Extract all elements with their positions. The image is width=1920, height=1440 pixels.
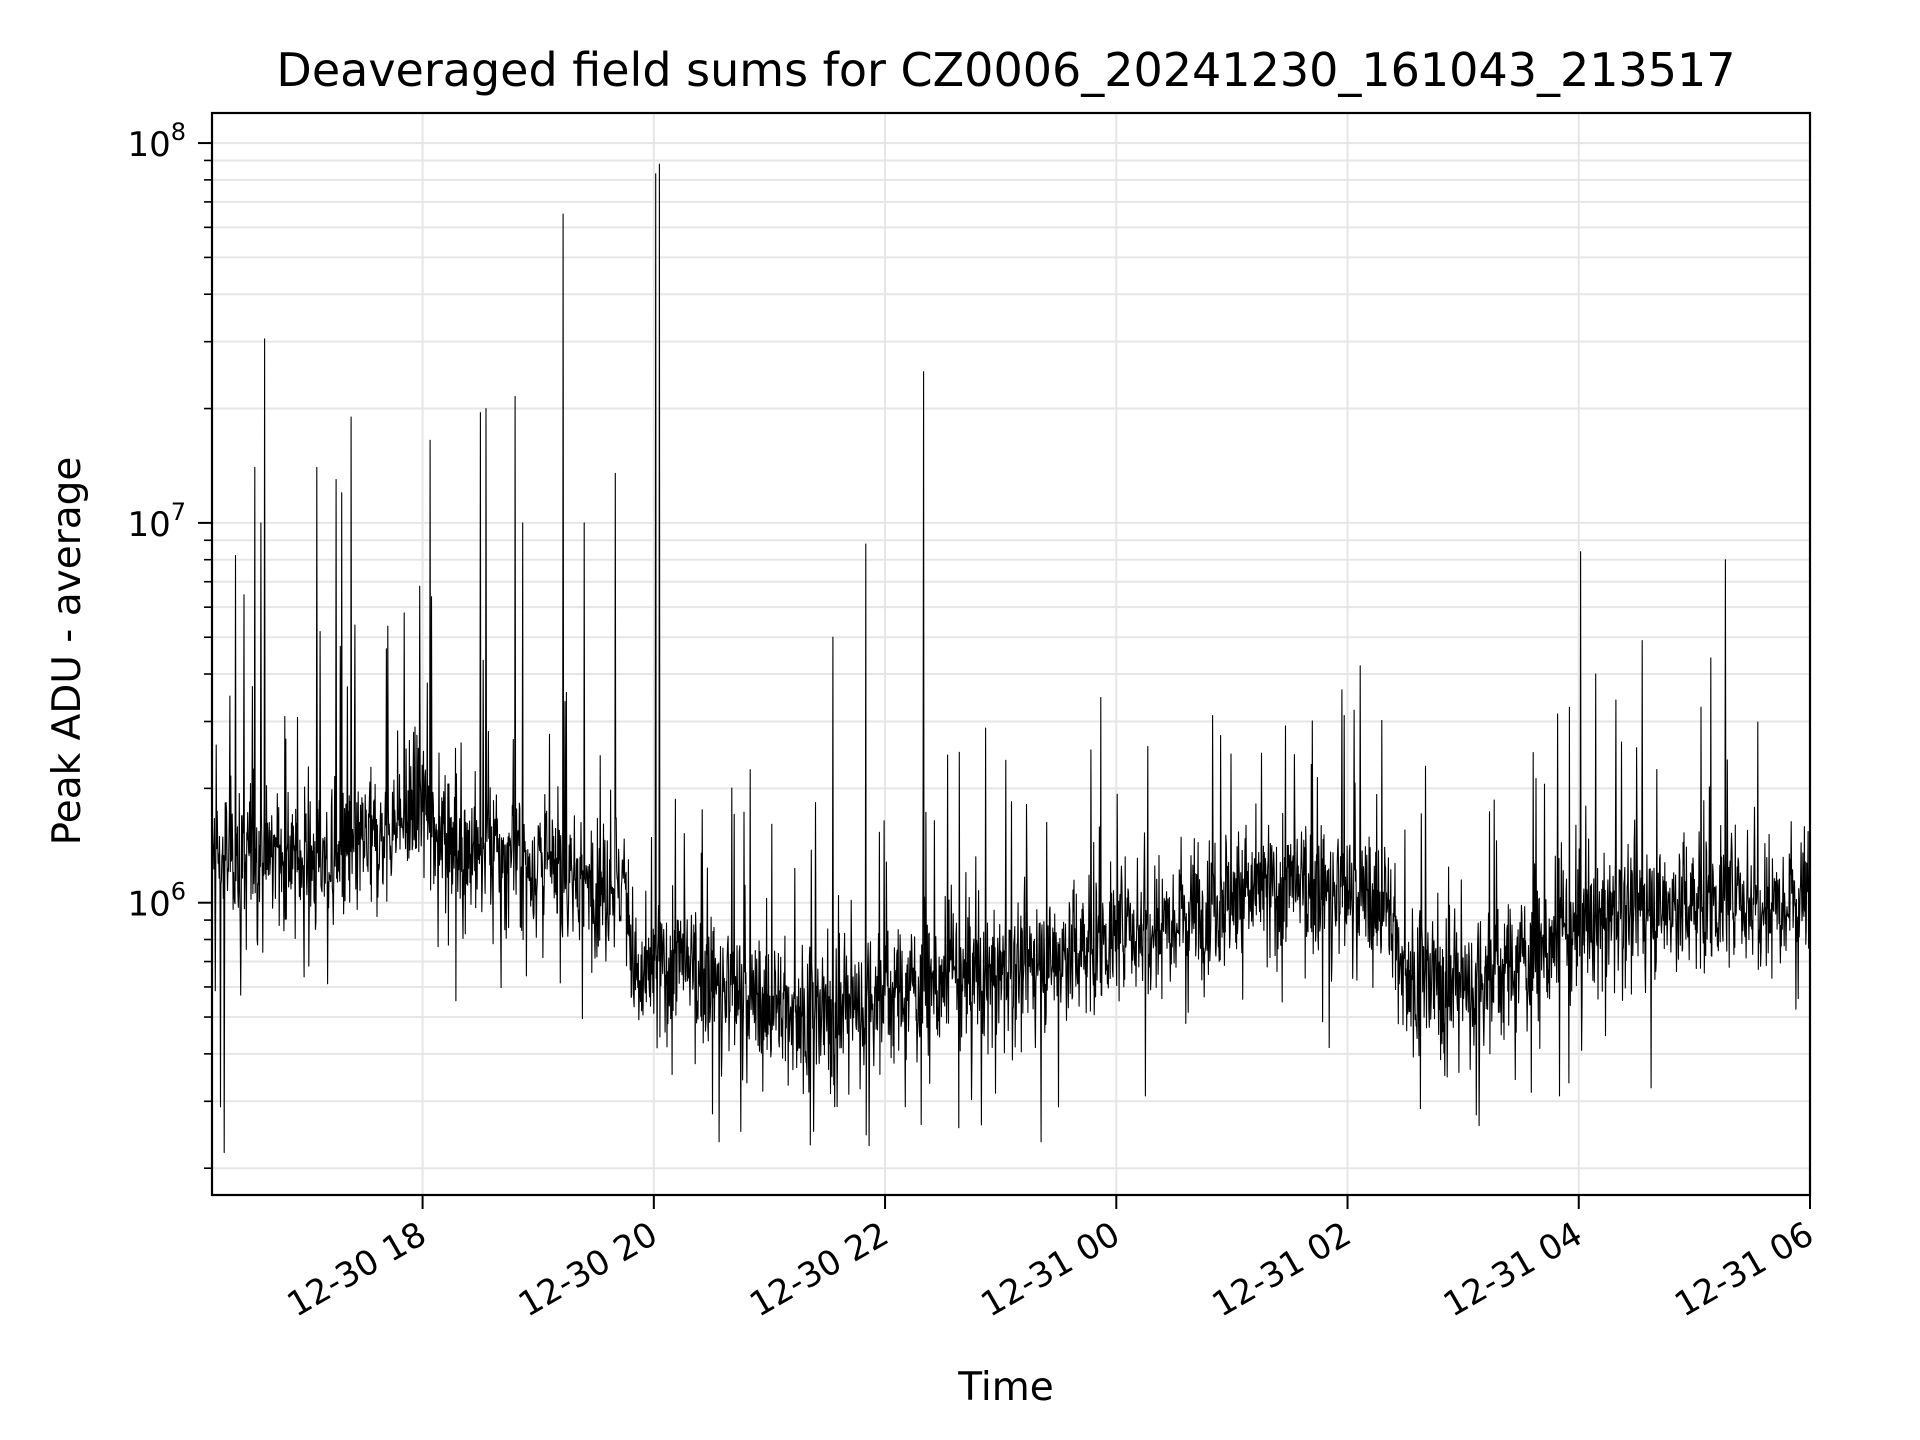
y-tick-label: 106 [127,878,186,925]
y-tick-label: 108 [127,118,186,165]
plot-frame [210,111,1812,1197]
chart-title: Deaveraged field sums for CZ0006_2024123… [276,43,1735,97]
series-line [211,163,1811,1154]
y-tick-label: 107 [127,498,186,545]
x-axis-label: Time [957,1365,1053,1410]
plot-area [211,163,1811,1154]
y-axis-label: Peak ADU - average [45,457,90,846]
y-axis: 106 107 108 [127,118,212,1169]
